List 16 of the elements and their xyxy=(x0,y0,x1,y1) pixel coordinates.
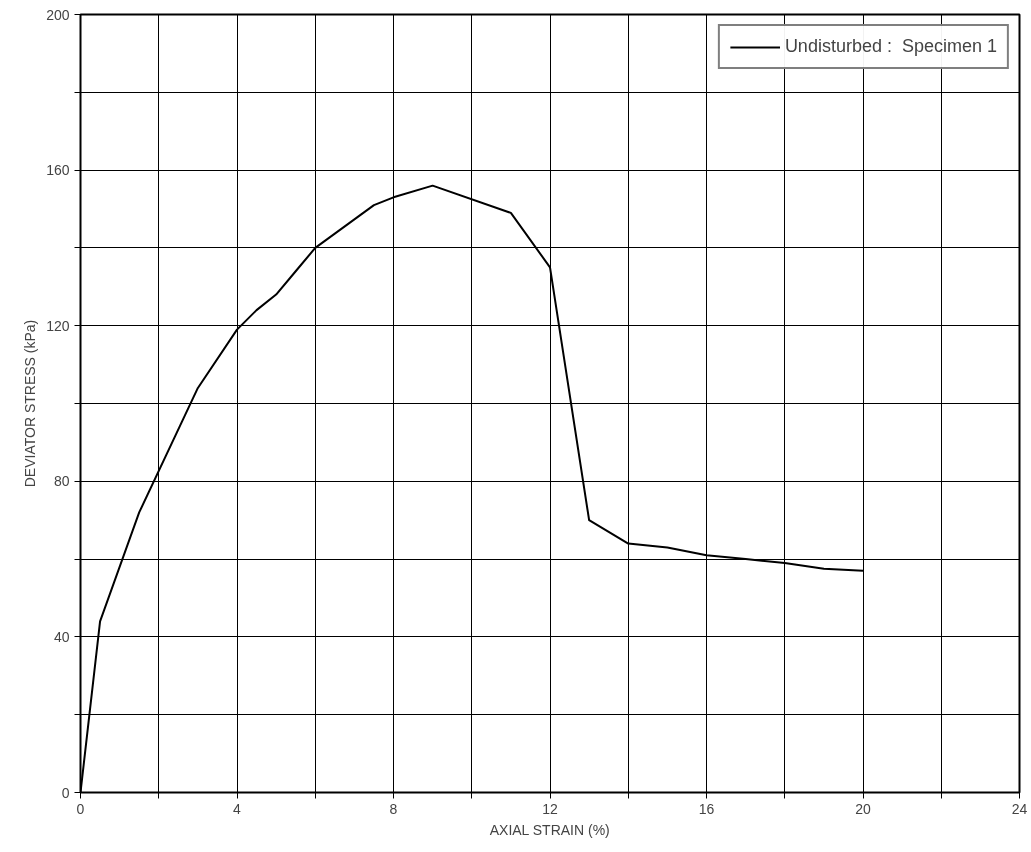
y-tick-label: 200 xyxy=(46,6,70,23)
y-tick-label: 80 xyxy=(53,473,70,490)
x-tick-label: 20 xyxy=(855,800,871,817)
x-tick-label: 24 xyxy=(1011,800,1028,817)
x-tick-label: 16 xyxy=(698,800,715,817)
y-tick-label: 40 xyxy=(53,628,70,645)
legend-label: Undisturbed : Specimen 1 xyxy=(784,36,997,57)
y-axis-title: DEVIATOR STRESS (kPa) xyxy=(22,319,39,488)
x-tick-label: 8 xyxy=(389,800,398,817)
y-tick-label: 0 xyxy=(61,784,70,801)
x-tick-label: 12 xyxy=(542,800,558,817)
y-tick-label: 160 xyxy=(46,162,70,179)
x-axis-title: AXIAL STRAIN (%) xyxy=(489,821,610,838)
x-tick-label: 0 xyxy=(76,800,85,817)
x-tick-label: 4 xyxy=(233,800,242,817)
y-tick-label: 120 xyxy=(46,317,70,334)
